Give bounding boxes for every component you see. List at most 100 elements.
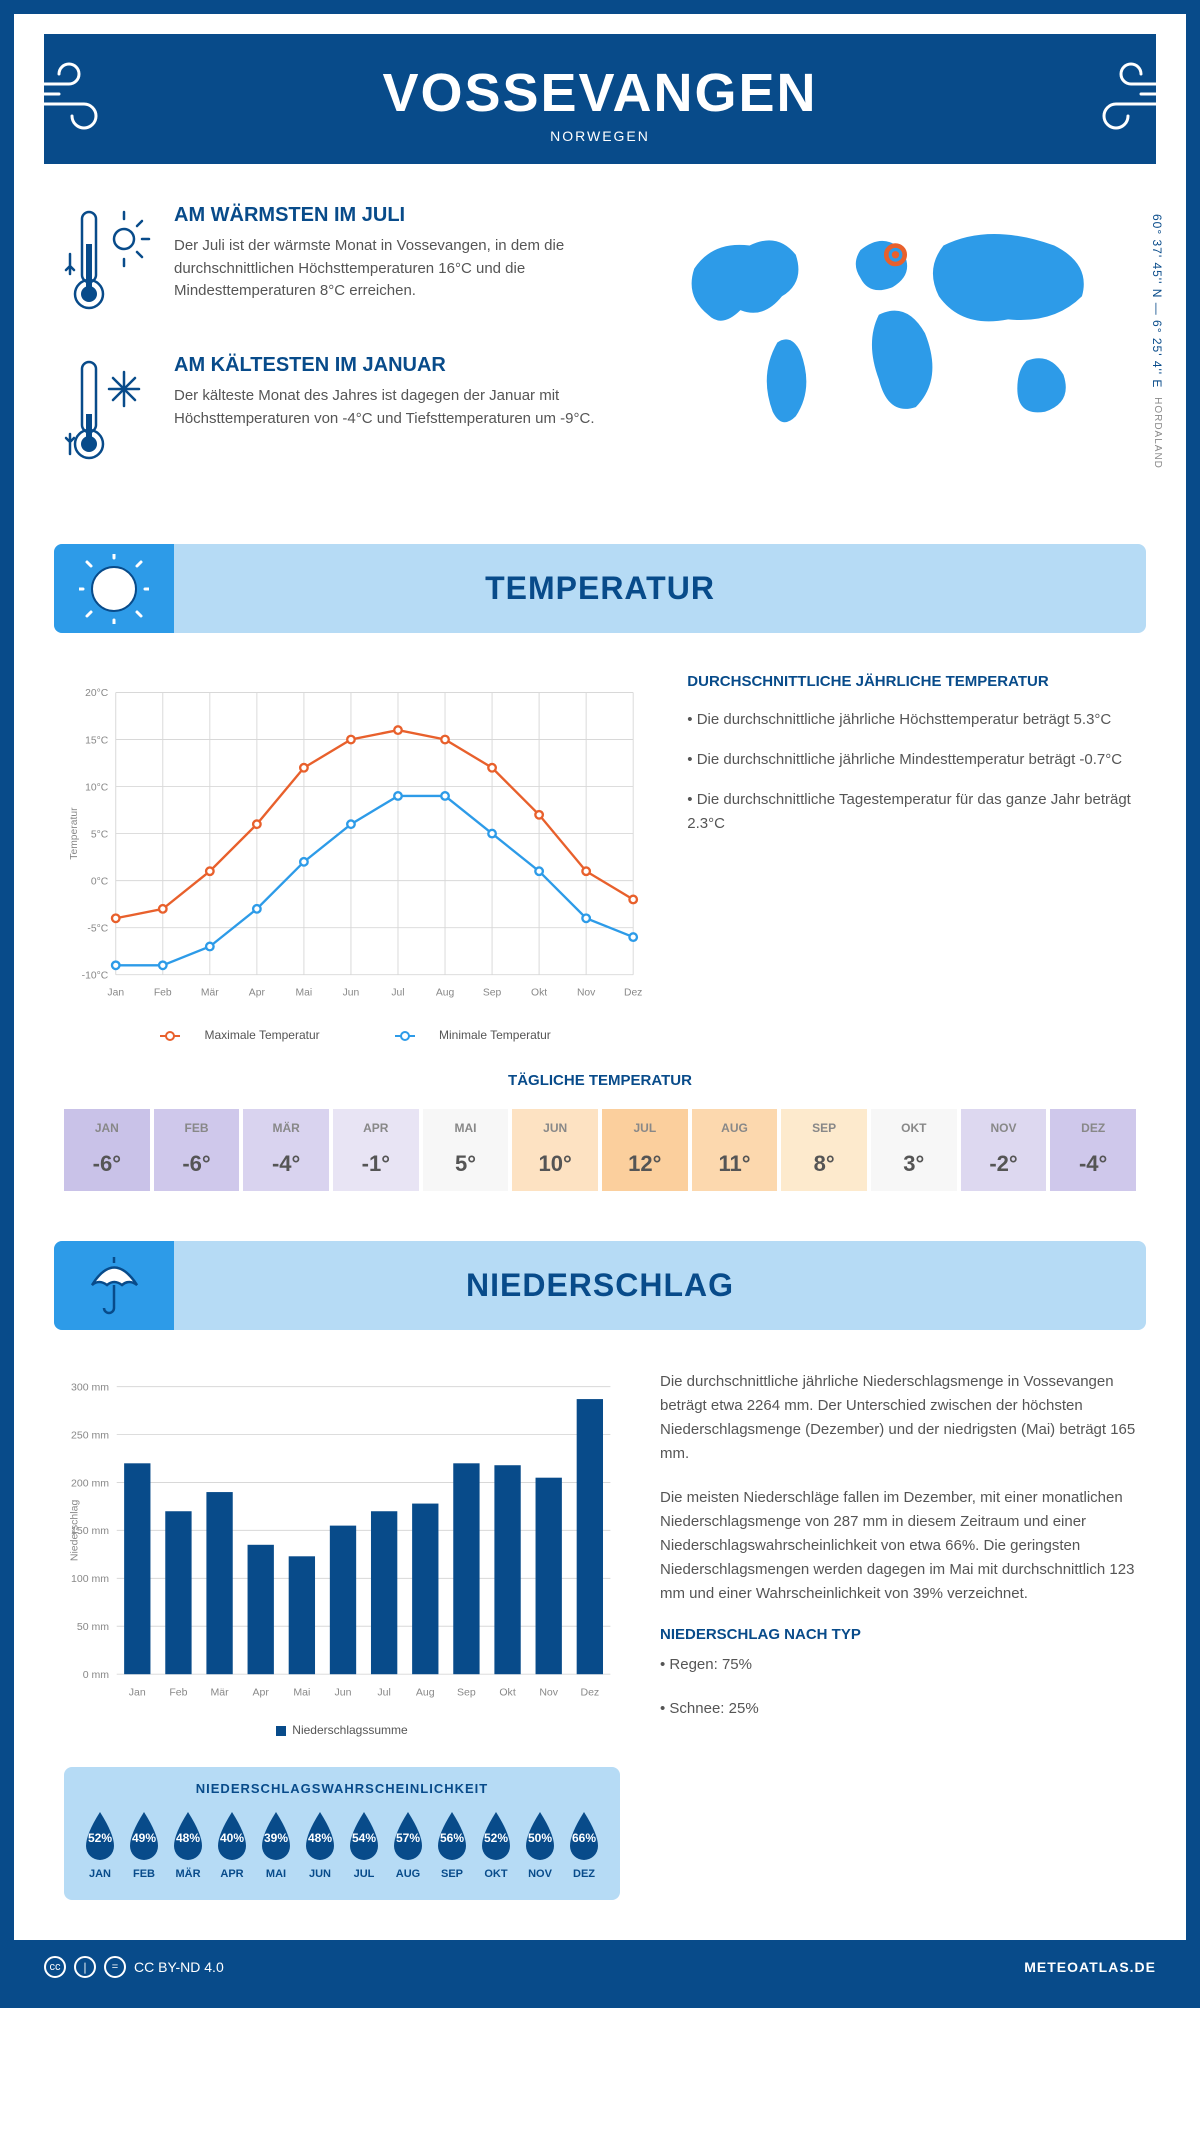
temp-body: -10°C-5°C0°C5°C10°C15°C20°CJanFebMärAprM… (14, 633, 1186, 1062)
precip-type-snow: • Schnee: 25% (660, 1697, 1136, 1721)
svg-text:Dez: Dez (624, 987, 642, 998)
nd-icon: = (104, 1956, 126, 1978)
svg-text:Apr: Apr (249, 987, 266, 998)
temp-heading: TEMPERATUR (74, 570, 1126, 607)
prob-drop: 52%OKT (476, 1810, 516, 1880)
header: VOSSEVANGEN NORWEGEN (44, 34, 1156, 164)
daily-temp-grid: JAN-6°FEB-6°MÄR-4°APR-1°MAI5°JUN10°JUL12… (64, 1109, 1136, 1191)
prob-drop: 50%NOV (520, 1810, 560, 1880)
precip-heading: NIEDERSCHLAG (74, 1267, 1126, 1304)
svg-text:0 mm: 0 mm (83, 1669, 110, 1681)
wind-icon-left (24, 59, 124, 139)
temp-bullet: • Die durchschnittliche jährliche Mindes… (687, 748, 1136, 772)
daily-temp-cell: JUL12° (602, 1109, 688, 1191)
prob-drop: 40%APR (212, 1810, 252, 1880)
svg-text:Jan: Jan (129, 1686, 146, 1698)
license-text: CC BY-ND 4.0 (134, 1959, 224, 1975)
svg-text:Aug: Aug (436, 987, 455, 998)
svg-text:Dez: Dez (580, 1686, 599, 1698)
daily-temp-cell: MÄR-4° (243, 1109, 329, 1191)
svg-text:0°C: 0°C (91, 876, 109, 887)
temp-text-heading: DURCHSCHNITTLICHE JÄHRLICHE TEMPERATUR (687, 673, 1136, 690)
probability-box: NIEDERSCHLAGSWAHRSCHEINLICHKEIT 52%JAN49… (64, 1767, 620, 1900)
thermometer-hot-icon (64, 204, 154, 324)
svg-text:Temperatur: Temperatur (69, 807, 80, 860)
footer: cc ❘ = CC BY-ND 4.0 METEOATLAS.DE (14, 1940, 1186, 1994)
daily-temp-cell: SEP8° (781, 1109, 867, 1191)
prob-drop: 56%SEP (432, 1810, 472, 1880)
precip-legend: Niederschlagssumme (64, 1723, 620, 1737)
prob-drop: 66%DEZ (564, 1810, 604, 1880)
svg-text:Aug: Aug (416, 1686, 435, 1698)
prob-drop: 48%MÄR (168, 1810, 208, 1880)
svg-text:Nov: Nov (539, 1686, 558, 1698)
svg-text:Jul: Jul (377, 1686, 390, 1698)
svg-text:100 mm: 100 mm (71, 1573, 109, 1585)
svg-text:-5°C: -5°C (87, 923, 108, 934)
precip-type-heading: NIEDERSCHLAG NACH TYP (660, 1626, 1136, 1643)
page-container: VOSSEVANGEN NORWEGEN AM WÄRMSTEN IM JULI… (0, 0, 1200, 2008)
temp-section-header: TEMPERATUR (54, 544, 1146, 633)
svg-text:-10°C: -10°C (82, 970, 109, 981)
by-icon: ❘ (74, 1956, 96, 1978)
daily-temp-section: TÄGLICHE TEMPERATUR JAN-6°FEB-6°MÄR-4°AP… (14, 1062, 1186, 1231)
daily-temp-cell: DEZ-4° (1050, 1109, 1136, 1191)
intro-section: AM WÄRMSTEN IM JULI Der Juli ist der wär… (14, 164, 1186, 534)
sun-icon (79, 554, 149, 624)
svg-text:Mai: Mai (296, 987, 313, 998)
precip-section-header: NIEDERSCHLAG (54, 1241, 1146, 1330)
daily-temp-cell: OKT3° (871, 1109, 957, 1191)
coldest-block: AM KÄLTESTEN IM JANUAR Der kälteste Mona… (64, 354, 610, 474)
svg-text:Jan: Jan (107, 987, 124, 998)
daily-temp-cell: APR-1° (333, 1109, 419, 1191)
coldest-title: AM KÄLTESTEN IM JANUAR (174, 354, 610, 377)
warmest-block: AM WÄRMSTEN IM JULI Der Juli ist der wär… (64, 204, 610, 324)
temp-bullets: • Die durchschnittliche jährliche Höchst… (687, 708, 1136, 836)
precip-para-2: Die meisten Niederschläge fallen im Deze… (660, 1486, 1136, 1606)
svg-text:Niederschlag: Niederschlag (68, 1500, 80, 1562)
svg-text:50 mm: 50 mm (77, 1621, 109, 1633)
coordinates: 60° 37' 45'' N — 6° 25' 4'' E HORDALAND (1150, 214, 1164, 469)
svg-text:Jun: Jun (343, 987, 360, 998)
world-map (640, 204, 1136, 444)
daily-temp-cell: JAN-6° (64, 1109, 150, 1191)
prob-drop: 57%AUG (388, 1810, 428, 1880)
svg-text:Jul: Jul (391, 987, 404, 998)
thermometer-cold-icon (64, 354, 154, 474)
svg-text:200 mm: 200 mm (71, 1477, 109, 1489)
svg-text:10°C: 10°C (85, 782, 109, 793)
svg-text:Mär: Mär (201, 987, 219, 998)
location-title: VOSSEVANGEN (64, 62, 1136, 124)
warmest-text: Der Juli ist der wärmste Monat in Vossev… (174, 235, 610, 303)
svg-text:15°C: 15°C (85, 735, 109, 746)
temp-bullet: • Die durchschnittliche jährliche Höchst… (687, 708, 1136, 732)
svg-text:Sep: Sep (483, 987, 502, 998)
svg-text:Feb: Feb (154, 987, 172, 998)
brand-text: METEOATLAS.DE (1024, 1959, 1156, 1975)
svg-text:Apr: Apr (253, 1686, 270, 1698)
svg-text:Jun: Jun (335, 1686, 352, 1698)
svg-text:Sep: Sep (457, 1686, 476, 1698)
svg-text:Mär: Mär (211, 1686, 230, 1698)
daily-temp-cell: MAI5° (423, 1109, 509, 1191)
precip-para-1: Die durchschnittliche jährliche Niedersc… (660, 1370, 1136, 1466)
daily-temp-cell: NOV-2° (961, 1109, 1047, 1191)
temp-line-chart: -10°C-5°C0°C5°C10°C15°C20°CJanFebMärAprM… (64, 673, 647, 1013)
precip-body: 0 mm50 mm100 mm150 mm200 mm250 mm300 mmJ… (14, 1330, 1186, 1940)
country-label: NORWEGEN (64, 128, 1136, 144)
license-block: cc ❘ = CC BY-ND 4.0 (44, 1956, 224, 1978)
svg-text:Feb: Feb (169, 1686, 187, 1698)
coldest-text: Der kälteste Monat des Jahres ist dagege… (174, 385, 610, 430)
probability-drops: 52%JAN49%FEB48%MÄR40%APR39%MAI48%JUN54%J… (80, 1810, 604, 1880)
prob-drop: 54%JUL (344, 1810, 384, 1880)
prob-heading: NIEDERSCHLAGSWAHRSCHEINLICHKEIT (80, 1781, 604, 1796)
svg-text:Mai: Mai (293, 1686, 310, 1698)
svg-text:5°C: 5°C (91, 829, 109, 840)
prob-drop: 39%MAI (256, 1810, 296, 1880)
daily-temp-cell: AUG11° (692, 1109, 778, 1191)
daily-temp-heading: TÄGLICHE TEMPERATUR (64, 1072, 1136, 1089)
daily-temp-cell: FEB-6° (154, 1109, 240, 1191)
svg-text:300 mm: 300 mm (71, 1381, 109, 1393)
cc-icon: cc (44, 1956, 66, 1978)
prob-drop: 49%FEB (124, 1810, 164, 1880)
